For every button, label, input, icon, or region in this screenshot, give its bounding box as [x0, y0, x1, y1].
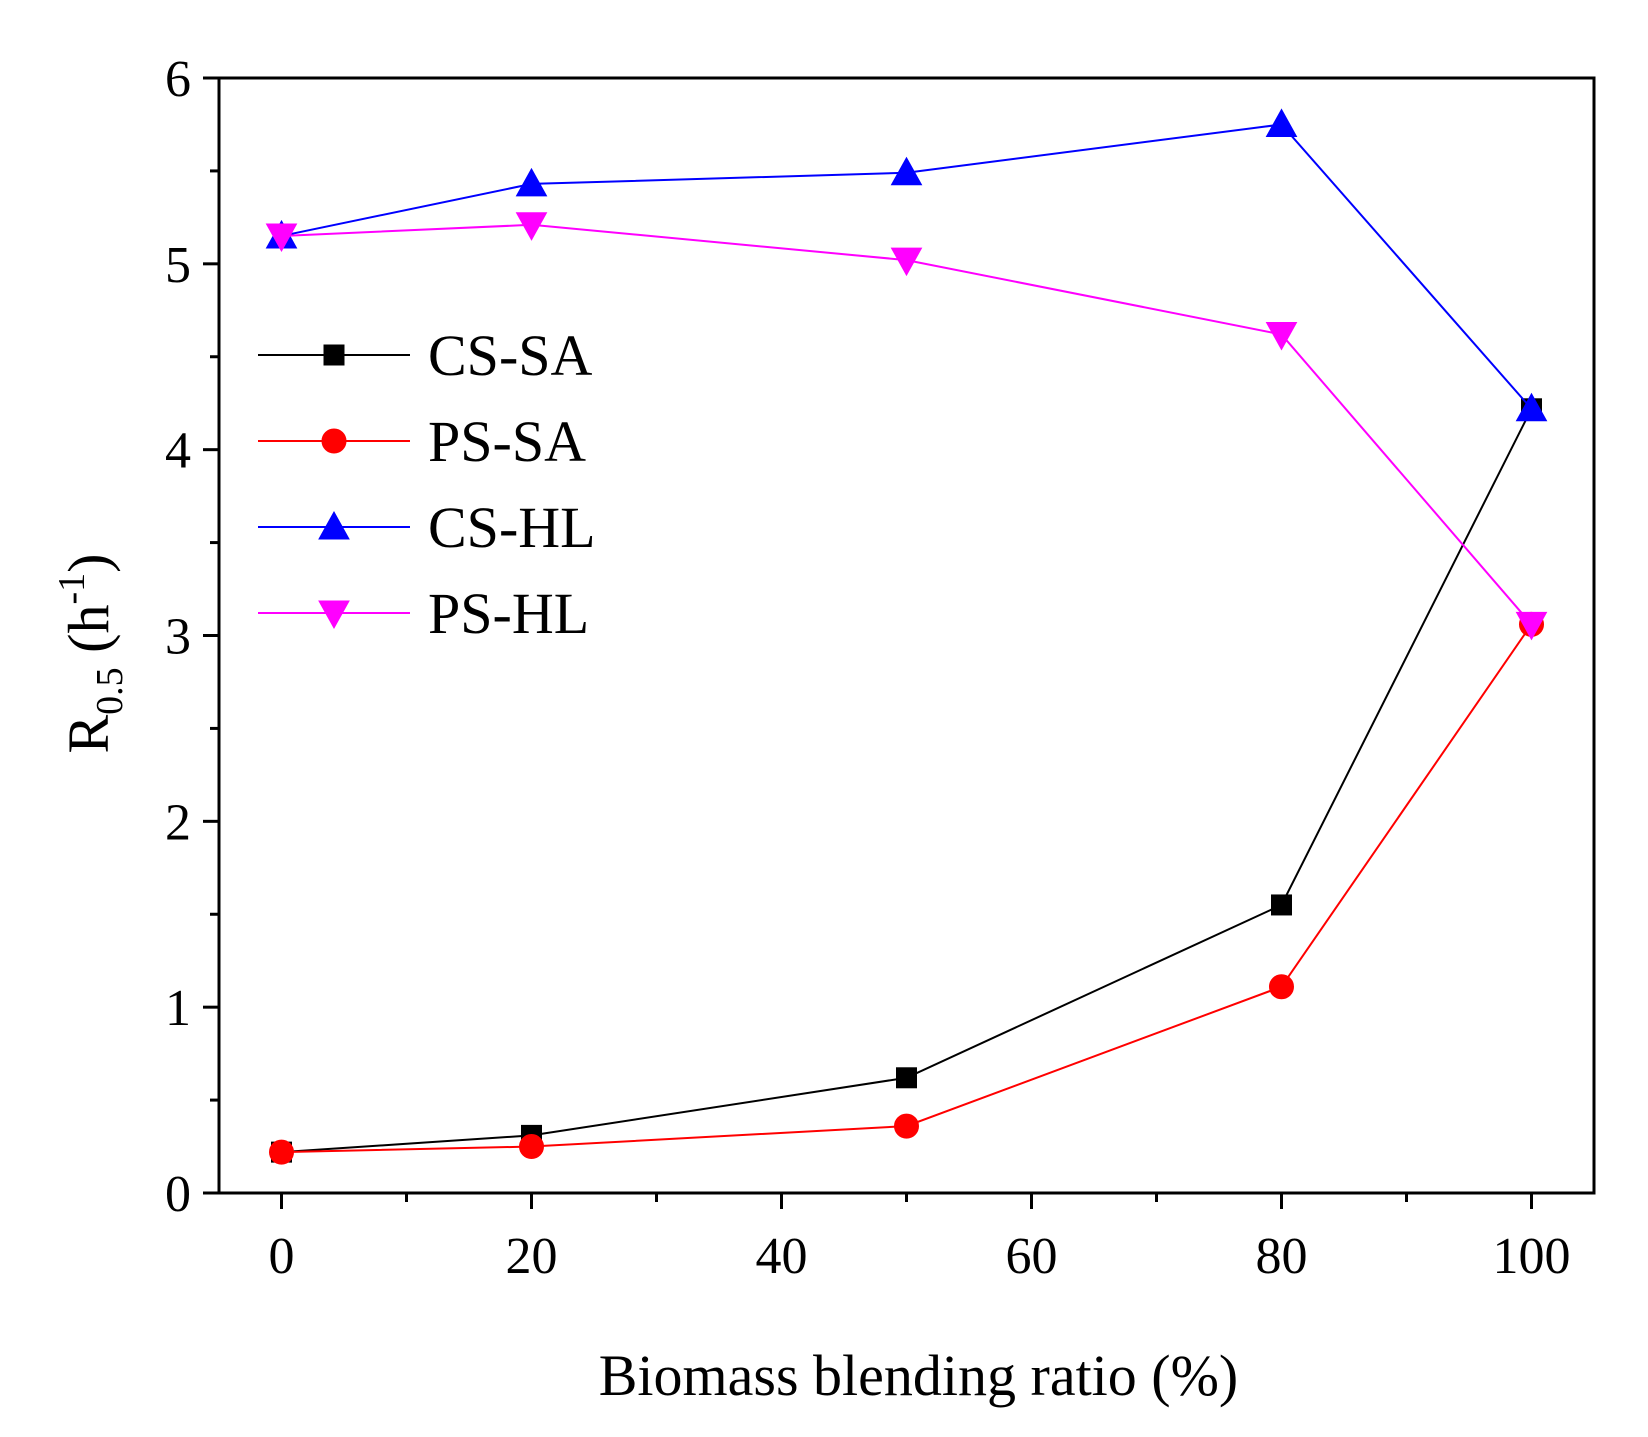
axes-layer: 0 20 40 60 80 100 0 1 2 3 4 5 6: [165, 51, 1571, 1285]
legend-item: PS-SA: [258, 409, 586, 474]
legend-label: CS-HL: [428, 495, 596, 560]
x-tick-label: 100: [1493, 1228, 1571, 1285]
legend-marker: [323, 344, 345, 366]
data-point: [1265, 321, 1298, 351]
data-point: [515, 167, 548, 197]
y-tick-label: 0: [165, 1166, 191, 1223]
y-tick-label: 5: [165, 237, 191, 294]
x-tick-label: 0: [269, 1228, 295, 1285]
data-point: [890, 156, 923, 186]
data-point: [894, 1113, 919, 1139]
legend-item: CS-SA: [258, 323, 593, 388]
series-ps-sa: [269, 611, 1544, 1165]
legend-label: PS-HL: [428, 581, 589, 646]
series-cs-hl: [265, 108, 1548, 422]
series-layer: [265, 108, 1548, 1165]
data-point: [519, 1134, 544, 1160]
legend-label: PS-SA: [428, 409, 586, 474]
data-point: [515, 212, 548, 241]
series-ps-hl: [265, 212, 1548, 641]
legend-label: CS-SA: [428, 323, 593, 388]
x-tick-label: 40: [756, 1228, 808, 1285]
data-point: [269, 1139, 294, 1165]
legend-marker: [318, 600, 350, 630]
x-axis-title: Biomass blending ratio (%): [599, 1343, 1239, 1408]
y-axis-title-unit: (h: [56, 604, 121, 667]
y-tick-label: 6: [165, 51, 191, 108]
data-point: [1269, 974, 1294, 1000]
data-point: [1515, 611, 1548, 641]
legend-item: CS-HL: [258, 495, 596, 560]
legend-item: PS-HL: [258, 581, 589, 646]
legend-marker: [321, 428, 347, 454]
data-point: [265, 223, 298, 252]
data-point: [1265, 108, 1298, 137]
legend-marker: [318, 510, 350, 540]
y-axis-title-superscript: -1: [51, 573, 93, 605]
legend: CS-SA PS-SA CS-HL PS-HL: [258, 323, 596, 646]
x-tick-label: 20: [506, 1228, 558, 1285]
y-tick-label: 3: [165, 609, 191, 666]
y-axis-title: R0.5 (h-1): [51, 554, 131, 754]
y-axis-title-subscript: 0.5: [89, 667, 131, 715]
data-point: [890, 247, 923, 277]
y-tick-label: 4: [165, 423, 191, 480]
data-point: [1271, 894, 1292, 916]
x-tick-label: 60: [1006, 1228, 1058, 1285]
y-tick-label: 2: [165, 794, 191, 851]
y-tick-label: 1: [165, 980, 191, 1037]
data-point: [1515, 392, 1548, 422]
data-point: [896, 1067, 917, 1089]
x-tick-label: 80: [1256, 1228, 1308, 1285]
y-axis-title-base: R: [56, 715, 121, 754]
y-axis-title-close: ): [56, 554, 121, 573]
